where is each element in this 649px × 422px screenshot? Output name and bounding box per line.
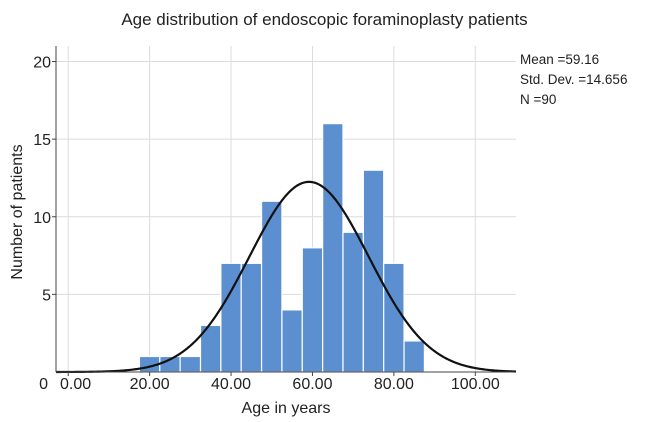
histogram-bar xyxy=(403,340,426,373)
y-tick-label: 10 xyxy=(33,210,51,227)
x-tick-label: 0.00 xyxy=(60,376,91,393)
x-tick-label: 40.00 xyxy=(211,376,251,393)
stat-mean: Mean =59.16 xyxy=(520,52,600,67)
x-axis-label: Age in years xyxy=(241,400,331,417)
histogram-bar xyxy=(179,355,202,373)
y-tick-label: 20 xyxy=(33,55,51,72)
y-tick-label: 5 xyxy=(42,287,51,304)
histogram-bar xyxy=(281,309,303,373)
x-tick-label: 100.00 xyxy=(451,376,500,393)
x-tick-label: 60.00 xyxy=(292,376,332,393)
histogram-bar xyxy=(240,262,263,373)
stat-std-dev: Std. Dev. =14.656 xyxy=(520,72,628,87)
y-tick-label: 15 xyxy=(33,132,51,149)
summary-statistics: Mean =59.16 Std. Dev. =14.656 N =90 xyxy=(520,50,627,110)
y-axis-label: Number of patients xyxy=(9,144,26,280)
histogram-bar xyxy=(362,169,385,373)
histogram-bar xyxy=(383,262,405,373)
histogram-bar xyxy=(301,247,324,373)
y-tick-label: 0 xyxy=(39,376,48,393)
histogram-bar xyxy=(342,231,364,373)
histogram-bar xyxy=(322,123,344,373)
normal-curve-line xyxy=(55,180,517,374)
chart-title: Age distribution of endoscopic foraminop… xyxy=(121,10,528,29)
x-tick-label: 80.00 xyxy=(374,376,414,393)
stat-n: N =90 xyxy=(520,92,557,107)
x-tick-label: 20.00 xyxy=(130,376,170,393)
